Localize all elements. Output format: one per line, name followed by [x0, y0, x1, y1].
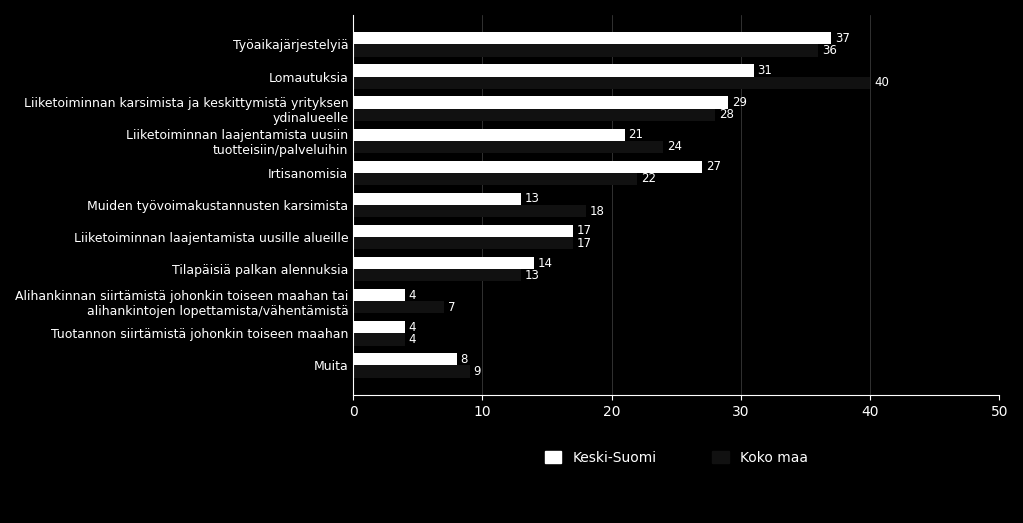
Text: 28: 28	[719, 108, 733, 121]
Bar	[353, 289, 405, 301]
Bar	[353, 193, 521, 205]
Text: 22: 22	[641, 173, 657, 186]
Bar	[353, 366, 470, 378]
Bar	[353, 301, 444, 313]
Text: 8: 8	[460, 353, 468, 366]
Bar	[353, 257, 534, 269]
Text: 27: 27	[706, 160, 721, 173]
Text: 7: 7	[447, 301, 455, 314]
Bar	[353, 96, 728, 109]
Text: 4: 4	[409, 289, 416, 302]
Bar	[353, 225, 573, 237]
Bar	[353, 109, 715, 121]
Bar	[353, 321, 405, 333]
Text: 13: 13	[525, 192, 540, 206]
Bar	[353, 173, 637, 185]
Bar	[353, 76, 870, 89]
Text: 31: 31	[758, 64, 772, 77]
Text: 14: 14	[538, 257, 553, 269]
Text: 4: 4	[409, 321, 416, 334]
Bar	[353, 269, 521, 281]
Bar	[353, 44, 818, 56]
Bar	[353, 64, 754, 76]
Text: 17: 17	[577, 237, 591, 249]
Bar	[353, 129, 625, 141]
Bar	[353, 237, 573, 249]
Text: 13: 13	[525, 269, 540, 282]
Legend: Keski-Suomi, Koko maa: Keski-Suomi, Koko maa	[538, 444, 814, 472]
Text: 17: 17	[577, 224, 591, 237]
Text: 36: 36	[822, 44, 837, 57]
Text: 29: 29	[731, 96, 747, 109]
Bar	[353, 161, 702, 173]
Bar	[353, 333, 405, 346]
Text: 37: 37	[835, 32, 850, 45]
Text: 40: 40	[874, 76, 889, 89]
Text: 4: 4	[409, 333, 416, 346]
Text: 21: 21	[628, 128, 643, 141]
Bar	[353, 354, 456, 366]
Text: 18: 18	[589, 204, 605, 218]
Bar	[353, 141, 663, 153]
Bar	[353, 32, 832, 44]
Bar	[353, 205, 586, 217]
Text: 9: 9	[474, 365, 481, 378]
Text: 24: 24	[667, 140, 682, 153]
